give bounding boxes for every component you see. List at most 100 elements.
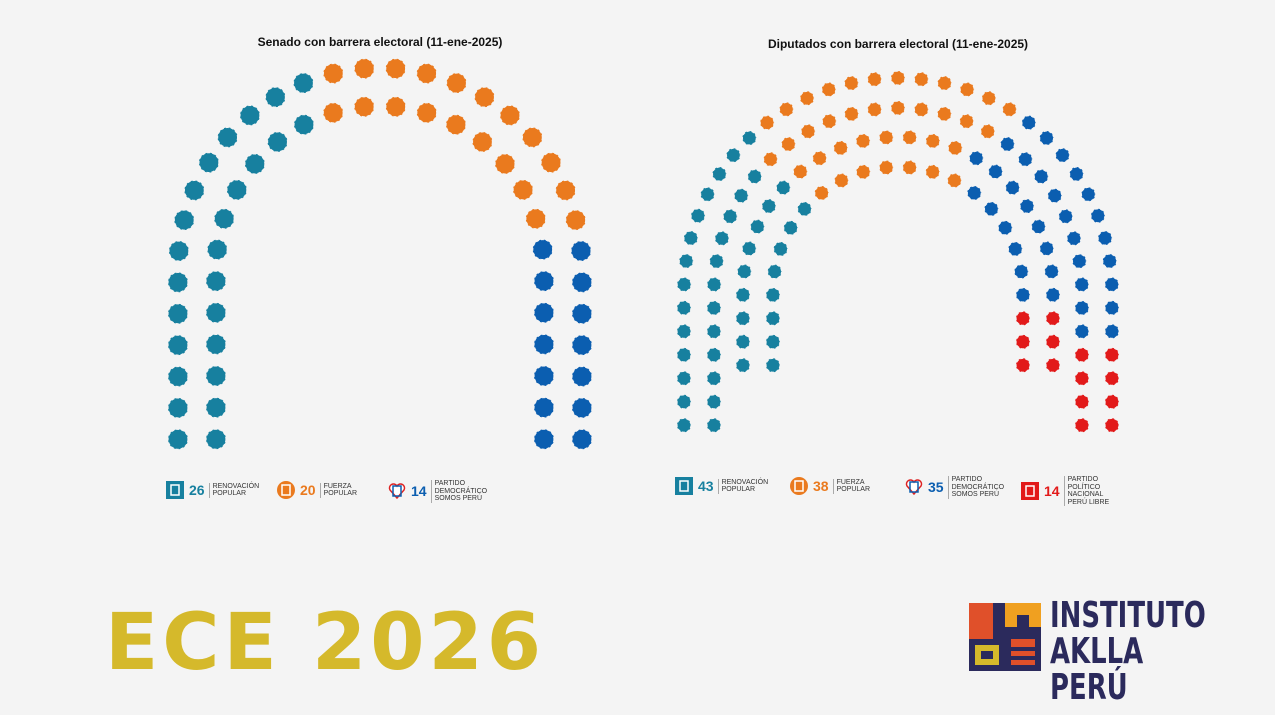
seat bbox=[676, 300, 692, 316]
seat bbox=[555, 179, 577, 201]
seat bbox=[761, 198, 777, 214]
legend-label: RENOVACIÓN POPULAR bbox=[717, 478, 776, 494]
legend-value: 14 bbox=[1044, 483, 1060, 499]
seat bbox=[1074, 347, 1090, 363]
icon-shape bbox=[277, 481, 295, 499]
seat bbox=[206, 238, 228, 261]
icon-shape bbox=[166, 481, 184, 499]
legend-value: 20 bbox=[300, 482, 316, 498]
seat bbox=[1071, 253, 1088, 269]
legend-entry: 35 PARTIDO DEMOCRÁTICO SOMOS PERÚ bbox=[904, 476, 1006, 499]
seat bbox=[708, 253, 725, 269]
seat bbox=[322, 102, 344, 124]
seat bbox=[533, 428, 555, 450]
seat bbox=[833, 172, 850, 189]
seat bbox=[714, 230, 730, 246]
icon-inner bbox=[909, 481, 919, 493]
seat bbox=[913, 101, 929, 118]
seat bbox=[706, 347, 722, 363]
seat bbox=[676, 276, 692, 293]
seat bbox=[733, 188, 749, 204]
seat bbox=[800, 123, 816, 140]
seat bbox=[925, 133, 941, 149]
seat bbox=[445, 72, 468, 94]
seat bbox=[571, 365, 593, 388]
seat bbox=[676, 370, 692, 386]
seat bbox=[173, 209, 195, 231]
seat bbox=[676, 417, 692, 433]
seat bbox=[226, 179, 248, 201]
seat bbox=[759, 115, 775, 131]
seat bbox=[1015, 334, 1031, 350]
seat bbox=[1058, 208, 1074, 225]
seat bbox=[1090, 208, 1106, 224]
seat bbox=[706, 370, 722, 386]
seat bbox=[1019, 198, 1035, 214]
seat bbox=[1104, 276, 1120, 293]
seat bbox=[736, 263, 752, 280]
seat bbox=[1104, 394, 1120, 410]
seat bbox=[1104, 323, 1120, 339]
legend-value: 35 bbox=[928, 479, 944, 496]
seat bbox=[565, 209, 587, 231]
icon-inner bbox=[392, 485, 402, 497]
seat bbox=[890, 100, 906, 116]
icon-shape bbox=[675, 477, 693, 495]
legend-value: 26 bbox=[189, 482, 205, 498]
seat bbox=[959, 113, 975, 129]
legend-entry: 43 RENOVACIÓN POPULAR bbox=[674, 476, 776, 496]
logo-icon bbox=[969, 603, 1041, 671]
seat bbox=[812, 150, 828, 166]
seat bbox=[796, 201, 813, 217]
seat bbox=[1007, 241, 1023, 257]
seat bbox=[205, 333, 227, 355]
icon-shape bbox=[1021, 482, 1039, 500]
seat bbox=[936, 75, 953, 91]
seat bbox=[571, 334, 593, 356]
seat bbox=[676, 394, 692, 410]
seat bbox=[1001, 101, 1018, 117]
seat bbox=[735, 334, 751, 350]
logo-text: INSTITUTO AKLLA PERÚ bbox=[1050, 598, 1212, 706]
legend-icon bbox=[905, 479, 923, 496]
seat bbox=[1104, 300, 1120, 316]
seat bbox=[1102, 253, 1118, 269]
seat bbox=[293, 114, 315, 136]
seat bbox=[1039, 130, 1055, 146]
seat bbox=[416, 102, 438, 124]
legend-value: 14 bbox=[411, 483, 427, 500]
seat bbox=[814, 185, 830, 201]
seat bbox=[1044, 263, 1060, 280]
seat bbox=[765, 357, 781, 373]
seat bbox=[266, 131, 289, 153]
seat bbox=[353, 96, 375, 118]
legend-entry: 14 PARTIDO POLÍTICO NACIONAL PERÚ LIBRE bbox=[1020, 476, 1122, 506]
seat bbox=[946, 172, 963, 189]
seat bbox=[775, 180, 791, 196]
seat bbox=[1074, 276, 1090, 293]
seat bbox=[533, 365, 555, 387]
seat bbox=[1021, 115, 1037, 131]
legend-icon bbox=[277, 481, 295, 499]
seat bbox=[1033, 168, 1049, 185]
seat bbox=[1045, 287, 1061, 303]
seat bbox=[678, 253, 694, 269]
seat bbox=[821, 113, 837, 129]
seat bbox=[499, 104, 521, 127]
seat bbox=[205, 365, 227, 387]
seat bbox=[292, 72, 315, 94]
chart-title: Senado con barrera electoral (11-ene-202… bbox=[258, 35, 503, 49]
seat bbox=[1013, 263, 1029, 280]
seat bbox=[1015, 287, 1031, 303]
seat bbox=[416, 62, 438, 85]
seat bbox=[780, 136, 797, 152]
seat bbox=[239, 104, 261, 127]
seat bbox=[706, 323, 722, 340]
seat bbox=[855, 164, 871, 180]
chart-title: Diputados con barrera electoral (11-ene-… bbox=[768, 37, 1028, 51]
seat bbox=[533, 396, 555, 419]
seat bbox=[244, 153, 266, 175]
seat bbox=[570, 240, 592, 262]
seat bbox=[725, 147, 742, 163]
